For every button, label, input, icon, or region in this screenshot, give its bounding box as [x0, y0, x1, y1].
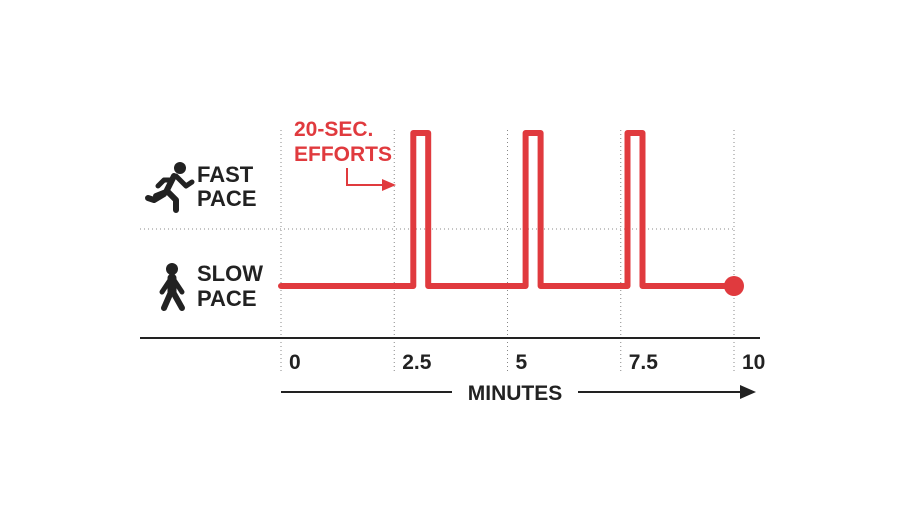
x-axis-arrowhead [740, 385, 756, 399]
x-tick-label: 10 [742, 351, 765, 374]
x-tick-label: 5 [516, 351, 528, 374]
level-fast: FAST PACE [145, 162, 257, 213]
x-axis-title-group: MINUTES [281, 382, 756, 405]
level-slow-line-1: SLOW [197, 261, 263, 286]
running-person-icon [145, 162, 195, 213]
level-fast-line-2: PACE [197, 186, 257, 211]
annotation-arrow [346, 168, 384, 186]
annotation-arrowhead [382, 179, 396, 191]
level-slow: SLOW PACE [159, 261, 263, 311]
series-end-marker [724, 276, 744, 296]
x-axis-title: MINUTES [468, 382, 563, 405]
walking-person-icon [159, 263, 185, 311]
level-fast-line-1: FAST [197, 162, 254, 187]
annotation: 20-SEC. EFFORTS [294, 118, 396, 191]
x-tick-label: 0 [289, 351, 301, 374]
x-tick-label: 2.5 [402, 351, 432, 374]
x-tick-labels: 0 2.5 5 7.5 10 [289, 351, 765, 374]
level-slow-line-2: PACE [197, 286, 257, 311]
x-tick-label: 7.5 [629, 351, 659, 374]
gridlines [140, 130, 735, 372]
annotation-line-1: 20-SEC. [294, 118, 373, 141]
annotation-line-2: EFFORTS [294, 143, 392, 166]
pace-series-line [278, 130, 737, 289]
